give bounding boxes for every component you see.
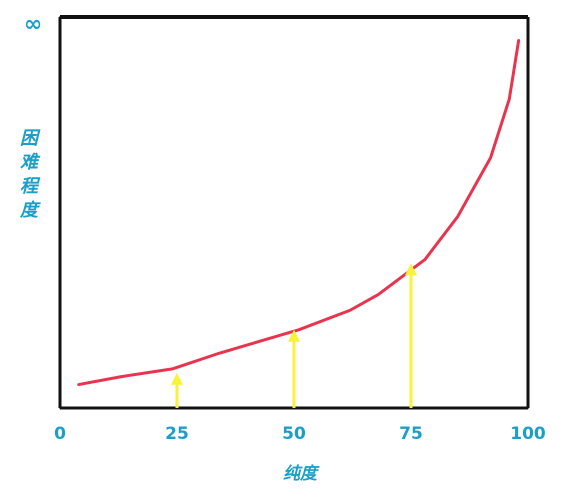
x-tick-label: 0 <box>54 424 66 444</box>
y-axis-label: 困难程度 <box>17 128 38 224</box>
arrow-head <box>288 329 300 342</box>
x-tick-label: 75 <box>399 424 423 444</box>
arrow-head <box>171 372 183 385</box>
curve <box>77 38 521 387</box>
x-axis-label: 纯度 <box>283 464 320 484</box>
x-tick-label: 25 <box>165 424 189 444</box>
x-tick-label: 50 <box>282 424 306 444</box>
y-tick-label: ∞ <box>24 12 42 37</box>
x-tick-label: 100 <box>510 424 546 444</box>
arrow-head <box>405 263 417 276</box>
